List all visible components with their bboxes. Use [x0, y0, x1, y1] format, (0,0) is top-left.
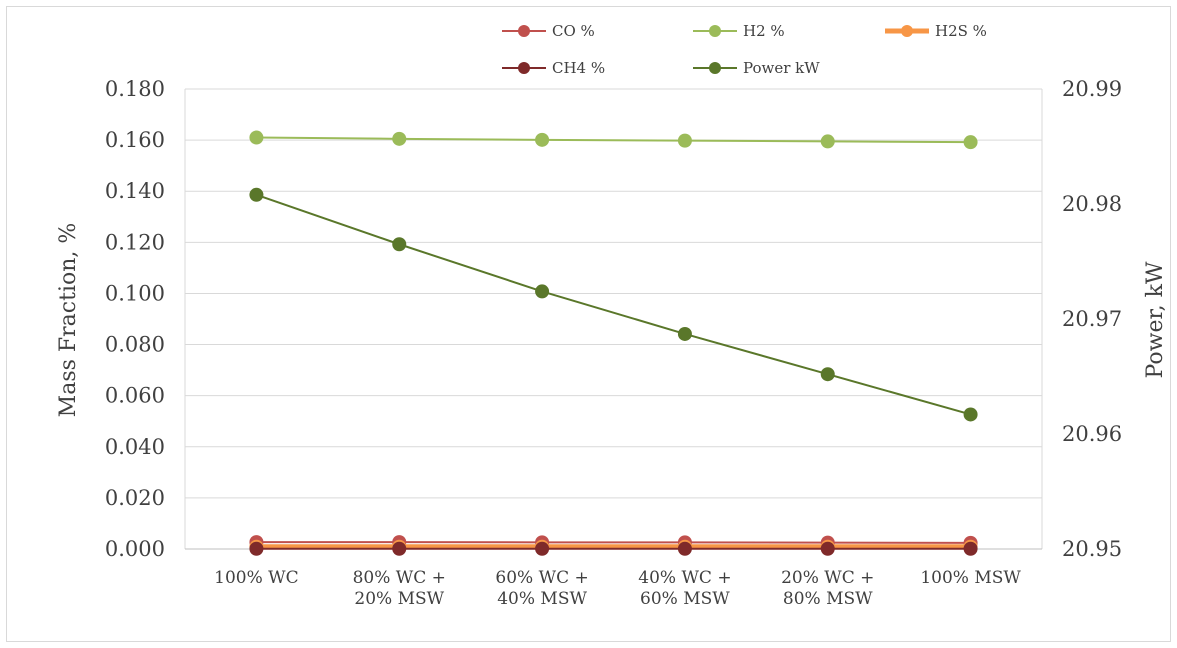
y-axis-title: Mass Fraction, %	[56, 223, 81, 418]
y-tick-label: 0.120	[105, 230, 165, 254]
y-tick-label: 0.020	[105, 486, 165, 510]
legend-swatch-marker	[518, 62, 530, 74]
legend-entry: CH4 %	[502, 59, 605, 77]
series-line	[256, 136, 971, 144]
data-point	[535, 541, 550, 556]
y2-tick-label: 20.98	[1062, 192, 1122, 216]
data-point	[963, 135, 978, 150]
legend-swatch-marker	[709, 25, 721, 37]
series-line	[256, 541, 971, 544]
data-point	[677, 541, 692, 556]
chart-frame	[6, 6, 1171, 642]
legend-swatch-marker	[901, 25, 913, 37]
data-point	[392, 541, 407, 556]
y2-tick-label: 20.95	[1062, 537, 1122, 561]
series-ch4	[249, 541, 978, 556]
x-tick-label: 60% WC +	[495, 568, 588, 588]
x-tick-label: 60% MSW	[640, 589, 730, 609]
legend-entry: Power kW	[693, 59, 820, 77]
gridlines	[184, 88, 1043, 550]
series-line	[256, 193, 971, 416]
legend-label: H2S %	[935, 22, 987, 40]
data-point	[820, 134, 835, 149]
data-point	[820, 541, 835, 556]
legend-entry: CO %	[502, 22, 595, 40]
data-point	[963, 407, 978, 422]
y-tick-label: 0.000	[105, 537, 165, 561]
y-tick-label: 0.100	[105, 281, 165, 305]
legend-label: Power kW	[743, 59, 820, 77]
legend-swatch-marker	[709, 62, 721, 74]
y-tick-label: 0.040	[105, 435, 165, 459]
data-point	[677, 326, 692, 341]
data-point	[249, 541, 264, 556]
series-h2	[249, 130, 978, 150]
data-point	[392, 131, 407, 146]
data-point	[535, 284, 550, 299]
series-power-kw	[249, 187, 978, 422]
data-point	[535, 132, 550, 147]
x-tick-label: 100% WC	[214, 568, 299, 588]
right-axis-ticks: 20.95 20.96 20.97 20.98 20.99	[1062, 77, 1122, 561]
x-tick-label: 40% MSW	[497, 589, 587, 609]
category-axis-ticks: 100% WC 80% WC +20% MSW 60% WC +40% MSW 40%…	[214, 568, 1021, 609]
data-point	[820, 367, 835, 382]
y-tick-label: 0.060	[105, 384, 165, 408]
data-point	[392, 237, 407, 252]
y2-tick-label: 20.96	[1062, 422, 1122, 446]
legend-entry: H2 %	[693, 22, 785, 40]
legend-swatch-marker	[518, 25, 530, 37]
x-tick-label: 100% MSW	[920, 568, 1021, 588]
y-tick-label: 0.080	[105, 333, 165, 357]
data-point	[963, 541, 978, 556]
y-tick-label: 0.140	[105, 179, 165, 203]
data-point	[677, 133, 692, 148]
legend-label: H2 %	[743, 22, 785, 40]
data-point	[249, 187, 264, 202]
series-layer	[249, 130, 978, 556]
legend-label: CO %	[552, 22, 595, 40]
legend-label: CH4 %	[552, 59, 605, 77]
y2-axis-title: Power, kW	[1143, 261, 1168, 378]
y2-tick-label: 20.97	[1062, 307, 1122, 331]
legend: CO % H2 % H2S % CH4 % Power kW	[502, 22, 987, 77]
y-tick-label: 0.180	[105, 77, 165, 101]
y-tick-label: 0.160	[105, 128, 165, 152]
y2-tick-label: 20.99	[1062, 77, 1122, 101]
data-point	[249, 130, 264, 145]
x-tick-label: 80% MSW	[783, 589, 873, 609]
x-tick-label: 40% WC +	[638, 568, 731, 588]
x-tick-label: 20% MSW	[354, 589, 444, 609]
left-axis-ticks: 0.000 0.020 0.040 0.060 0.080 0.100 0.120 0.140…	[105, 77, 165, 561]
x-tick-label: 80% WC +	[353, 568, 446, 588]
legend-entry: H2S %	[885, 22, 987, 40]
x-tick-label: 20% WC +	[781, 568, 874, 588]
